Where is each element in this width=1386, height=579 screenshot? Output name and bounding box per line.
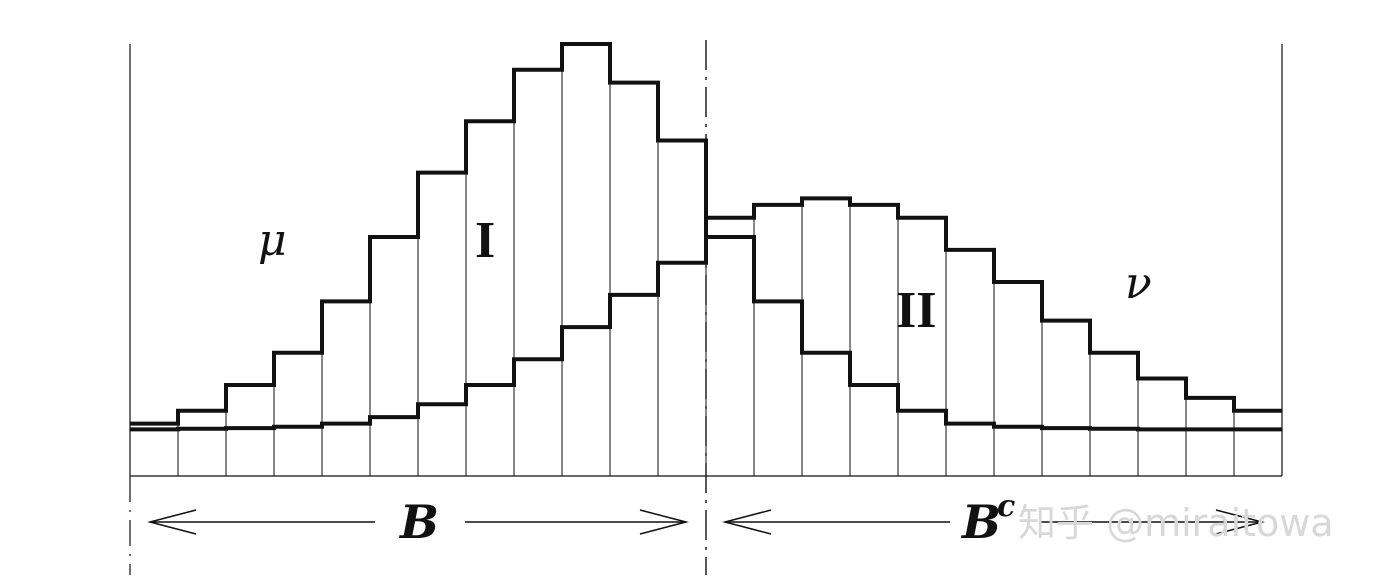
set-b-complement-label: B (960, 495, 1001, 549)
set-b-complement-superscript: c (997, 489, 1015, 524)
b-arrow-right (465, 509, 689, 535)
nu-label: ν (1125, 258, 1152, 309)
mu-histogram-curve (130, 42, 1282, 432)
region-one-label: I (475, 212, 495, 269)
bc-arrow-right (1040, 509, 1265, 535)
b-arrow-left (147, 509, 375, 535)
set-b-label: B (398, 495, 439, 549)
watermark-text: 知乎 @miraitowa (1018, 501, 1334, 545)
nu-histogram-curve (130, 196, 1282, 432)
bc-arrow-left (722, 509, 950, 535)
mu-label: μ (258, 215, 287, 266)
region-two-label: II (896, 282, 936, 339)
